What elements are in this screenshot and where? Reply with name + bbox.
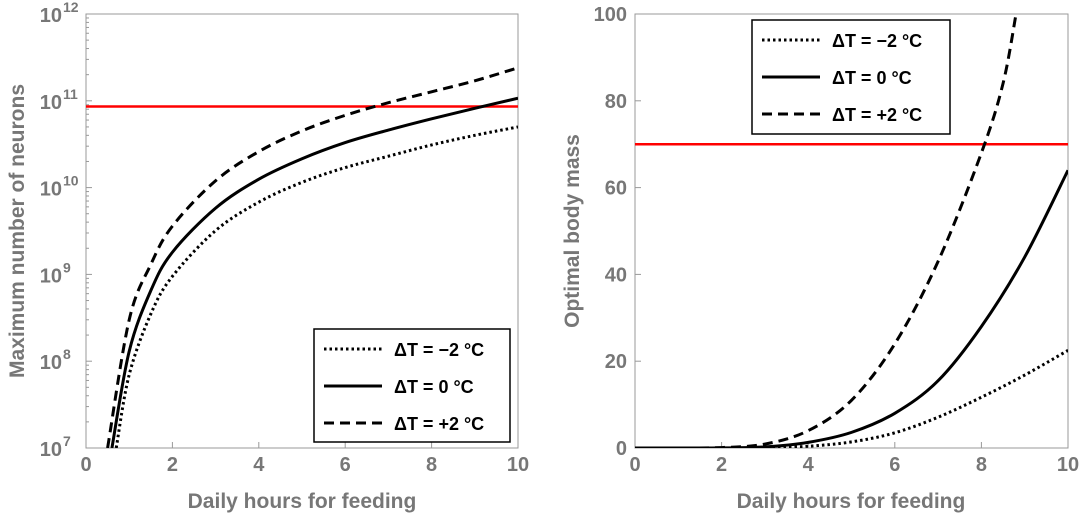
right-y-tick-label: 60: [605, 178, 627, 200]
left-y-tick-base: 10: [40, 439, 62, 461]
right-x-tick-label: 4: [803, 454, 815, 476]
left-x-tick-label: 2: [167, 454, 178, 476]
left-y-tick-base: 10: [40, 265, 62, 287]
left-plot-frame: [85, 13, 519, 449]
left-x-axis-label: Daily hours for feeding: [188, 490, 417, 513]
left-series-line-dashed: [106, 66, 518, 448]
left-legend-label: ΔT = +2 °C: [394, 414, 484, 434]
left-y-tick-base: 10: [40, 92, 62, 114]
right-legend-label: ΔT = 0 °C: [832, 68, 912, 88]
left-x-tick-label: 4: [253, 454, 265, 476]
left-y-tick-exponent: 9: [63, 259, 71, 275]
left-legend-label: ΔT = 0 °C: [394, 377, 474, 397]
left-y-tick-exponent: 7: [63, 433, 71, 449]
right-y-axis-label: Optimal body mass: [561, 134, 584, 328]
right-legend-label: ΔT = +2 °C: [832, 105, 922, 125]
right-series-line-dashed: [635, 14, 1018, 448]
left-x-tick-label: 0: [80, 454, 91, 476]
left-y-tick-base: 10: [40, 352, 62, 374]
left-y-tick-exponent: 10: [63, 173, 79, 189]
left-y-tick-base: 10: [40, 179, 62, 201]
right-y-tick-label: 80: [605, 91, 627, 113]
right-y-tick-label: 0: [616, 438, 627, 460]
left-y-tick-exponent: 11: [63, 86, 78, 102]
left-legend-label: ΔT = −2 °C: [394, 340, 484, 360]
right-y-tick-label: 100: [594, 4, 627, 26]
left-legend: ΔT = −2 °C ΔT = 0 °C ΔT = +2 °C: [313, 328, 511, 443]
right-x-tick-label: 8: [976, 454, 987, 476]
right-chart: 0 2 4 6 8 10 0 20 40 60 80 100 Daily hours for fee…: [561, 4, 1079, 513]
right-legend-label: ΔT = −2 °C: [832, 31, 922, 51]
left-y-tick-exponent: 8: [63, 346, 71, 362]
right-x-tick-label: 0: [629, 454, 640, 476]
right-series-line-solid: [635, 169, 1068, 448]
left-x-tick-label: 6: [340, 454, 351, 476]
right-x-axis-label: Daily hours for feeding: [737, 490, 966, 513]
right-series-line-dotted: [635, 349, 1068, 448]
right-x-tick-label: 2: [716, 454, 727, 476]
left-series-line-solid: [110, 96, 518, 448]
right-plot-frame: [634, 13, 1069, 449]
right-x-tick-label: 6: [889, 454, 900, 476]
left-x-tick-label: 10: [507, 454, 529, 476]
left-x-tick-label: 8: [426, 454, 437, 476]
left-y-tick-base: 10: [40, 5, 62, 27]
left-y-tick-exponent: 12: [63, 0, 79, 15]
right-y-tick-label: 20: [605, 351, 627, 373]
left-y-axis-label: Maximum number of neurons: [6, 84, 29, 378]
right-legend: ΔT = −2 °C ΔT = 0 °C ΔT = +2 °C: [751, 19, 951, 135]
right-x-tick-label: 10: [1057, 454, 1079, 476]
right-y-tick-label: 40: [605, 264, 627, 286]
left-series-line-dotted: [114, 125, 518, 448]
